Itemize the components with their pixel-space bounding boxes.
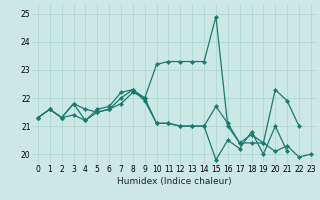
X-axis label: Humidex (Indice chaleur): Humidex (Indice chaleur) bbox=[117, 177, 232, 186]
